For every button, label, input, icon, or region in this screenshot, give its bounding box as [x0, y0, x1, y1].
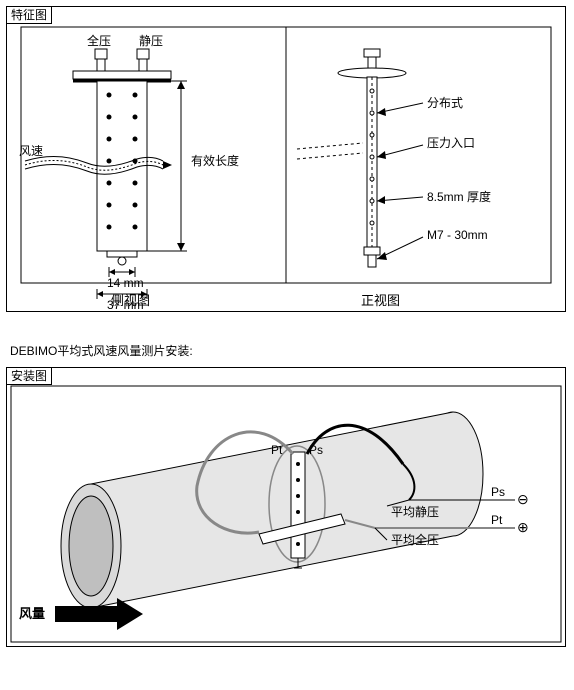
label-airflow: 风量 [19, 606, 45, 621]
leader-thickness: 8.5mm 厚度 [377, 189, 491, 204]
dim-14mm: 14 mm [107, 276, 144, 290]
label-pt: Pt [271, 443, 283, 457]
label-inlet: 压力入口 [427, 136, 475, 150]
port-static [137, 49, 149, 71]
characteristic-diagram-svg: 全压 静压 [7, 7, 565, 311]
characteristic-diagram-panel: 特征图 全压 静压 [6, 6, 566, 312]
panel-title-top: 特征图 [6, 6, 52, 24]
label-ps: Ps [309, 443, 323, 457]
label-thread: M7 - 30mm [427, 228, 488, 242]
front-view-caption: 正视图 [361, 293, 400, 308]
installation-diagram-svg: Pt Ps 平均静压 Ps ⊖ 平均全压 Pt ⊕ 风量 [7, 368, 565, 646]
installation-diagram-panel: 安装图 [6, 367, 566, 647]
label-thickness: 8.5mm 厚度 [427, 189, 491, 204]
dim-effective-length: 有效长度 [147, 81, 239, 251]
label-static-pressure: 静压 [139, 34, 163, 48]
label-pt-out: Pt [491, 513, 503, 527]
label-ps-out: Ps [491, 485, 505, 499]
label-avg-static: 平均静压 [391, 505, 439, 519]
leader-distributed: 分布式 [377, 96, 463, 116]
port-total [95, 49, 107, 71]
side-view-caption: 侧视图 [111, 293, 150, 308]
label-distributed: 分布式 [427, 96, 463, 110]
installation-heading: DEBIMO平均式风速风量测片安装: [10, 342, 568, 359]
label-eff-length: 有效长度 [191, 153, 239, 168]
leader-thread: M7 - 30mm [377, 228, 488, 260]
sign-minus: ⊖ [517, 491, 529, 507]
label-avg-total: 平均全压 [391, 532, 439, 547]
dim-width-14: 14 mm [107, 267, 144, 290]
panel-title-bottom: 安装图 [6, 367, 52, 385]
label-total-pressure: 全压 [87, 33, 111, 48]
wind-speed-arrow: 风速 [19, 144, 172, 174]
sign-plus: ⊕ [517, 519, 529, 535]
leader-inlet: 压力入口 [377, 136, 475, 159]
label-wind-speed: 风速 [19, 144, 43, 158]
